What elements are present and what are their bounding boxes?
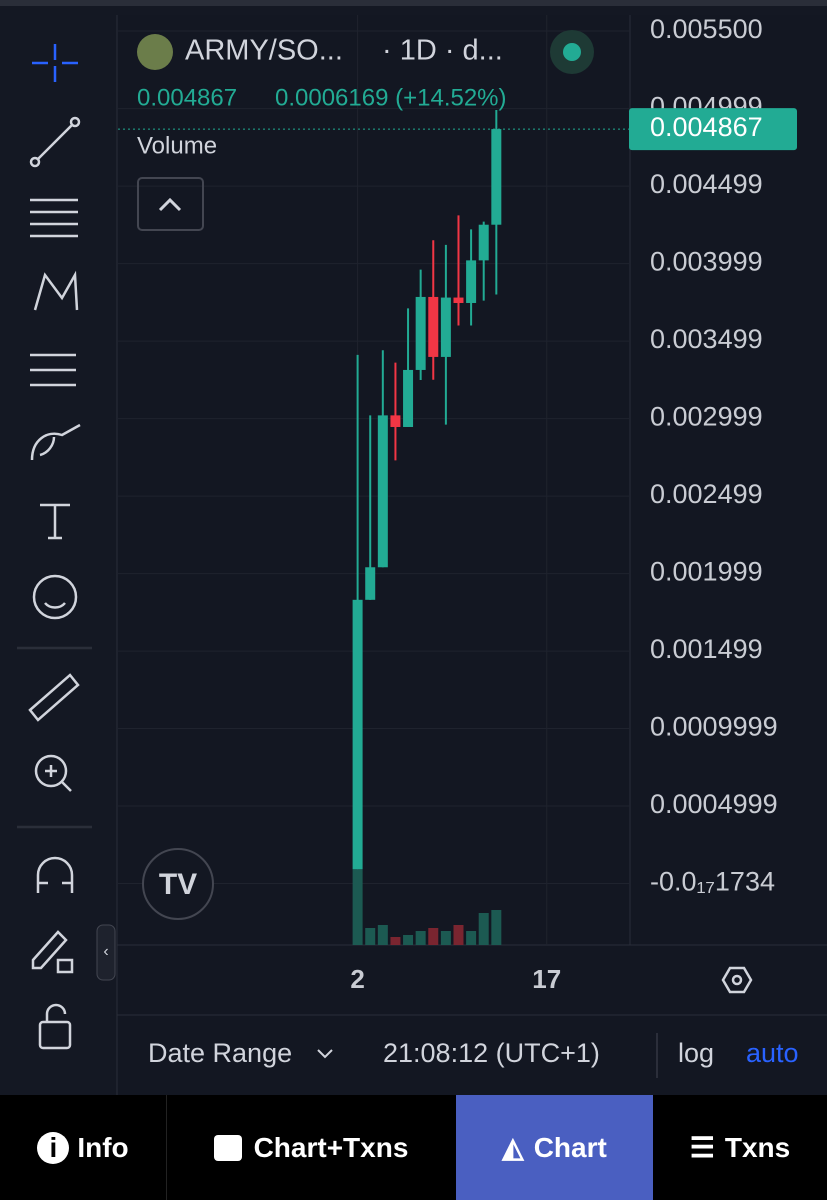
candle-body: [352, 599, 363, 870]
crosshair-tool[interactable]: [32, 44, 78, 82]
volume-bar: [365, 928, 376, 945]
top-bar: [0, 0, 827, 6]
chart-icon: ◭: [502, 1132, 524, 1163]
toolbar: [17, 44, 92, 1050]
status-dot: [563, 43, 581, 61]
unlock-tool[interactable]: [38, 1020, 72, 1050]
y-tick-label: 0.0004999: [650, 789, 778, 819]
settings-button[interactable]: [721, 966, 753, 994]
nav-tab[interactable]: Chart+Txns: [167, 1095, 455, 1200]
token-logo: [137, 34, 173, 70]
volume-bar: [390, 937, 401, 945]
split-icon: [213, 1134, 242, 1161]
marks: [118, 110, 630, 945]
x-tick-label: 17: [532, 964, 561, 994]
magnet-tool[interactable]: [36, 856, 74, 893]
line-tool[interactable]: [36, 123, 74, 161]
line-tool-dot: [69, 116, 81, 128]
y-tick-label: 0.002999: [650, 402, 763, 432]
x-tick-label: 2: [350, 964, 364, 994]
candle-body: [403, 369, 414, 427]
forecast-tool[interactable]: [30, 353, 76, 387]
volume-bar: [377, 925, 388, 945]
volume-bar: [352, 870, 363, 945]
candle-body: [491, 129, 502, 225]
volume-label: Volume: [137, 132, 217, 159]
y-tick-label: 0.001999: [650, 557, 763, 587]
volume-bar: [440, 931, 451, 945]
y-tick-label: 0.0009999: [650, 712, 778, 742]
candle-body: [428, 296, 439, 357]
bottom-nav: [0, 1095, 827, 1200]
collapse-toolbar[interactable]: [96, 924, 116, 981]
time: 21:08:12 (UTC+1): [383, 1038, 600, 1068]
collapse-legend[interactable]: [137, 177, 204, 231]
candle-body: [390, 415, 401, 427]
candle-body: [365, 567, 376, 600]
fib-tool[interactable]: [30, 198, 78, 238]
price-tag-label: 0.004867: [650, 112, 763, 142]
candle-body: [415, 296, 426, 370]
y-tick-label: -0.0₁₇1734: [650, 867, 775, 897]
line-tool-dot: [29, 156, 41, 168]
last-price: 0.004867: [137, 84, 237, 111]
volume-bar: [453, 925, 464, 945]
collapse-arrow: ‹: [103, 943, 108, 960]
y-tick-label: 0.003999: [650, 247, 763, 277]
list-icon: ☰: [689, 1132, 715, 1163]
chart-screen: ‹ ARMY/SO... · 1D · d... 0.004867 0.0006…: [0, 0, 827, 1095]
info-icon: i: [37, 1131, 70, 1164]
volume-bar: [478, 913, 489, 945]
candle-body: [453, 297, 464, 303]
candle-body: [377, 415, 388, 568]
pattern-tool[interactable]: [33, 270, 79, 311]
dropdown-arrow: [317, 1049, 333, 1059]
pair-name: ARMY/SO...: [185, 35, 343, 67]
nav-tab[interactable]: ☰ Txns: [653, 1095, 827, 1200]
volume-bar: [466, 931, 477, 945]
date-range[interactable]: Date Range: [148, 1038, 292, 1068]
text-tool[interactable]: [40, 503, 70, 540]
settings-dot: [731, 974, 743, 986]
price-tag: [629, 108, 797, 151]
brush-tool[interactable]: [30, 423, 81, 461]
price-change: 0.0006169 (+14.52%): [275, 84, 507, 111]
emoji-smile: [44, 602, 66, 609]
lock-icon: [56, 958, 74, 974]
emoji-tool[interactable]: [32, 574, 78, 620]
unlock-shackle: [45, 1003, 67, 1022]
candle-body: [466, 260, 477, 303]
chevron-up: [158, 197, 182, 212]
chart-panel: [117, 15, 827, 1095]
lock-draw-tool[interactable]: [31, 930, 68, 970]
nav-label: Chart: [533, 1131, 607, 1163]
candle-body: [440, 297, 451, 357]
volume-bar: [415, 931, 426, 945]
volume-bar: [491, 910, 502, 945]
nav-label: Txns: [724, 1131, 791, 1163]
nav-label: Chart+Txns: [253, 1131, 409, 1163]
y-tick-label: 0.005500: [650, 14, 763, 44]
volume-bar: [403, 935, 414, 945]
candle-body: [478, 224, 489, 261]
nav-tab-active[interactable]: ◭ Chart: [456, 1095, 653, 1200]
nav-label: Info: [77, 1131, 129, 1163]
ruler-tool[interactable]: [28, 673, 80, 722]
log-toggle[interactable]: log: [678, 1038, 714, 1068]
pair-meta: · 1D · d...: [382, 35, 503, 67]
y-tick-label: 0.001499: [650, 634, 763, 664]
tv-logo-mark: TV: [159, 868, 197, 901]
auto-toggle[interactable]: auto: [746, 1038, 799, 1068]
y-tick-label: 0.003499: [650, 324, 763, 354]
zoom-tool[interactable]: [34, 754, 68, 788]
y-tick-label: 0.004499: [650, 169, 763, 199]
nav-tab[interactable]: i Info: [0, 1095, 167, 1200]
tv-logo[interactable]: [142, 848, 214, 920]
zoom-plus: [45, 765, 72, 792]
y-tick-label: 0.002499: [650, 479, 763, 509]
volume-bar: [428, 928, 439, 945]
